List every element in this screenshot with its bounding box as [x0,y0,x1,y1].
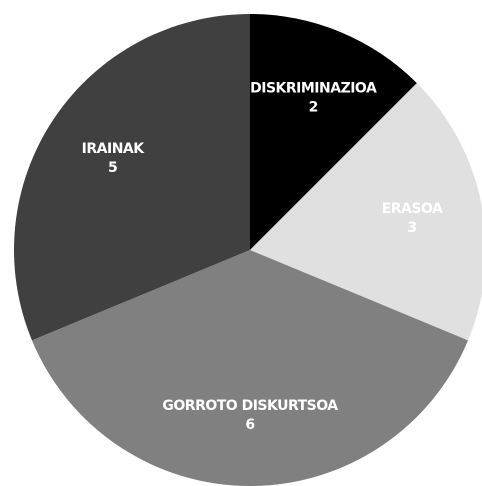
slice-value: 5 [108,160,117,176]
slice-value: 2 [309,99,318,115]
slice-label: IRAINAK [82,141,146,157]
pie-slice [250,83,482,341]
pie-slice [31,250,469,486]
slice-label: GORROTO DISKURTSOA [162,398,338,414]
slice-value: 3 [407,220,416,236]
pie-slice [13,14,251,341]
pie-slice [250,14,417,250]
slice-value: 6 [245,417,254,433]
slice-label: ERASOA [382,201,443,217]
slice-label: DISKRIMINAZIOA [250,80,377,96]
